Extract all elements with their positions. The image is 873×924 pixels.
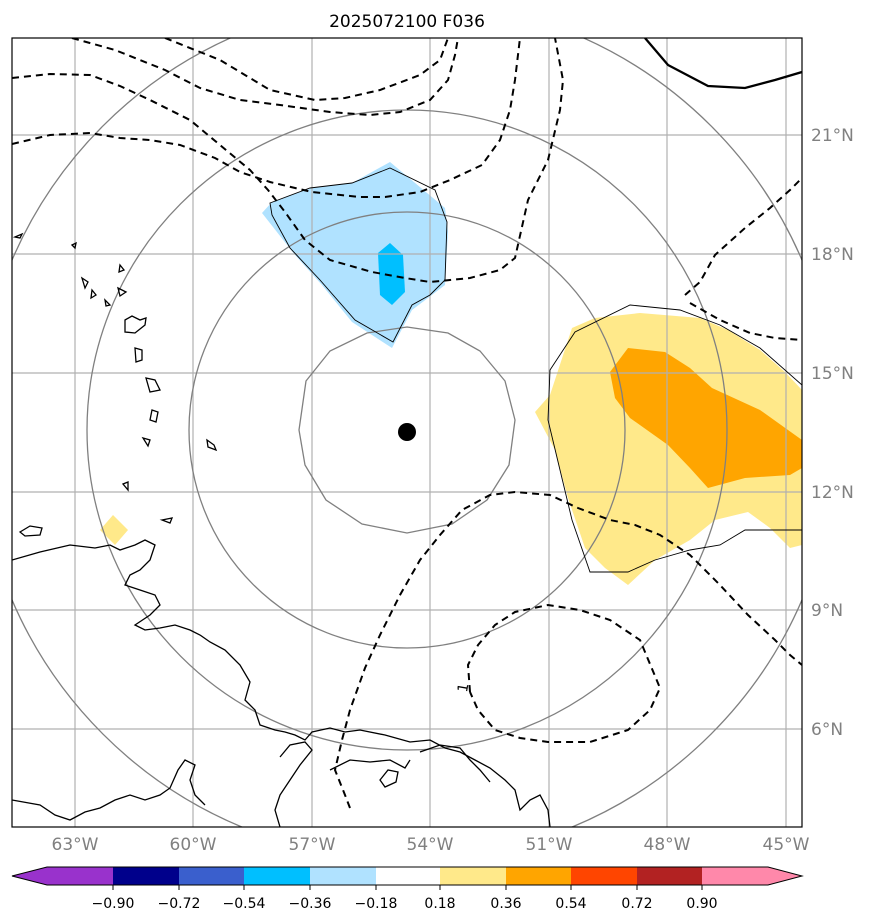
colorbar-tick-label: −0.54 [223, 896, 266, 912]
solid-contours [269, 38, 802, 573]
colorbar-tick-label: −0.36 [289, 896, 332, 912]
colorbar-segment [571, 867, 637, 885]
negative-anomaly-light [262, 162, 448, 348]
colorbar-segment [47, 867, 113, 885]
graticule [12, 38, 802, 827]
lat-label: 18°N [811, 245, 854, 265]
contour-label: 1 [455, 682, 472, 694]
latitude-labels: 21°N 18°N 15°N 12°N 9°N 6°N [811, 126, 854, 740]
colorbar-segment [179, 867, 244, 885]
colorbar-segment [506, 867, 571, 885]
lon-label: 51°W [526, 835, 573, 855]
colorbar-tick-label: 0.18 [424, 896, 455, 912]
positive-anomaly-small [100, 515, 128, 545]
colorbar: −0.90 −0.72 −0.54 −0.36 −0.18 0.18 0.36 … [11, 866, 804, 912]
colorbar-tick-label: 0.72 [621, 896, 652, 912]
lon-label: 54°W [407, 835, 454, 855]
positive-anomaly-mid [610, 348, 802, 488]
colorbar-tick-label: 0.54 [555, 896, 586, 912]
map-frame [11, 37, 803, 828]
colorbar-segment [440, 867, 506, 885]
lat-label: 12°N [811, 483, 854, 503]
colorbar-tick-label: −0.18 [355, 896, 398, 912]
colorbar-extend-high [768, 867, 802, 885]
colorbar-outline [11, 866, 804, 886]
range-rings [12, 38, 802, 827]
map-title: 2025072100 F036 [329, 12, 485, 32]
lon-label: 45°W [763, 835, 810, 855]
colorbar-segment [376, 867, 440, 885]
colorbar-extend-low [12, 867, 47, 885]
longitude-labels: 63°W 60°W 57°W 54°W 51°W 48°W 45°W [52, 835, 810, 855]
lat-label: 15°N [811, 364, 854, 384]
colorbar-tick-label: 0.90 [686, 896, 717, 912]
lat-label: 9°N [811, 601, 843, 621]
lon-label: 57°W [289, 835, 336, 855]
storm-center-marker [398, 423, 416, 441]
lon-label: 63°W [52, 835, 99, 855]
negative-anomaly-mid [378, 243, 405, 305]
colorbar-segment [637, 867, 702, 885]
dashed-contours [12, 38, 802, 809]
lat-label: 21°N [811, 126, 854, 146]
colorbar-tick-label: 0.36 [490, 896, 521, 912]
colorbar-segment [113, 867, 179, 885]
lon-label: 48°W [644, 835, 691, 855]
colorbar-tick-label: −0.72 [158, 896, 201, 912]
colorbar-tick-label: −0.90 [92, 896, 135, 912]
colorbar-segment [244, 867, 310, 885]
lat-label: 6°N [811, 720, 843, 740]
colorbar-segment [310, 867, 376, 885]
colorbar-segment [702, 867, 768, 885]
lon-label: 60°W [170, 835, 217, 855]
coastlines [12, 232, 551, 827]
